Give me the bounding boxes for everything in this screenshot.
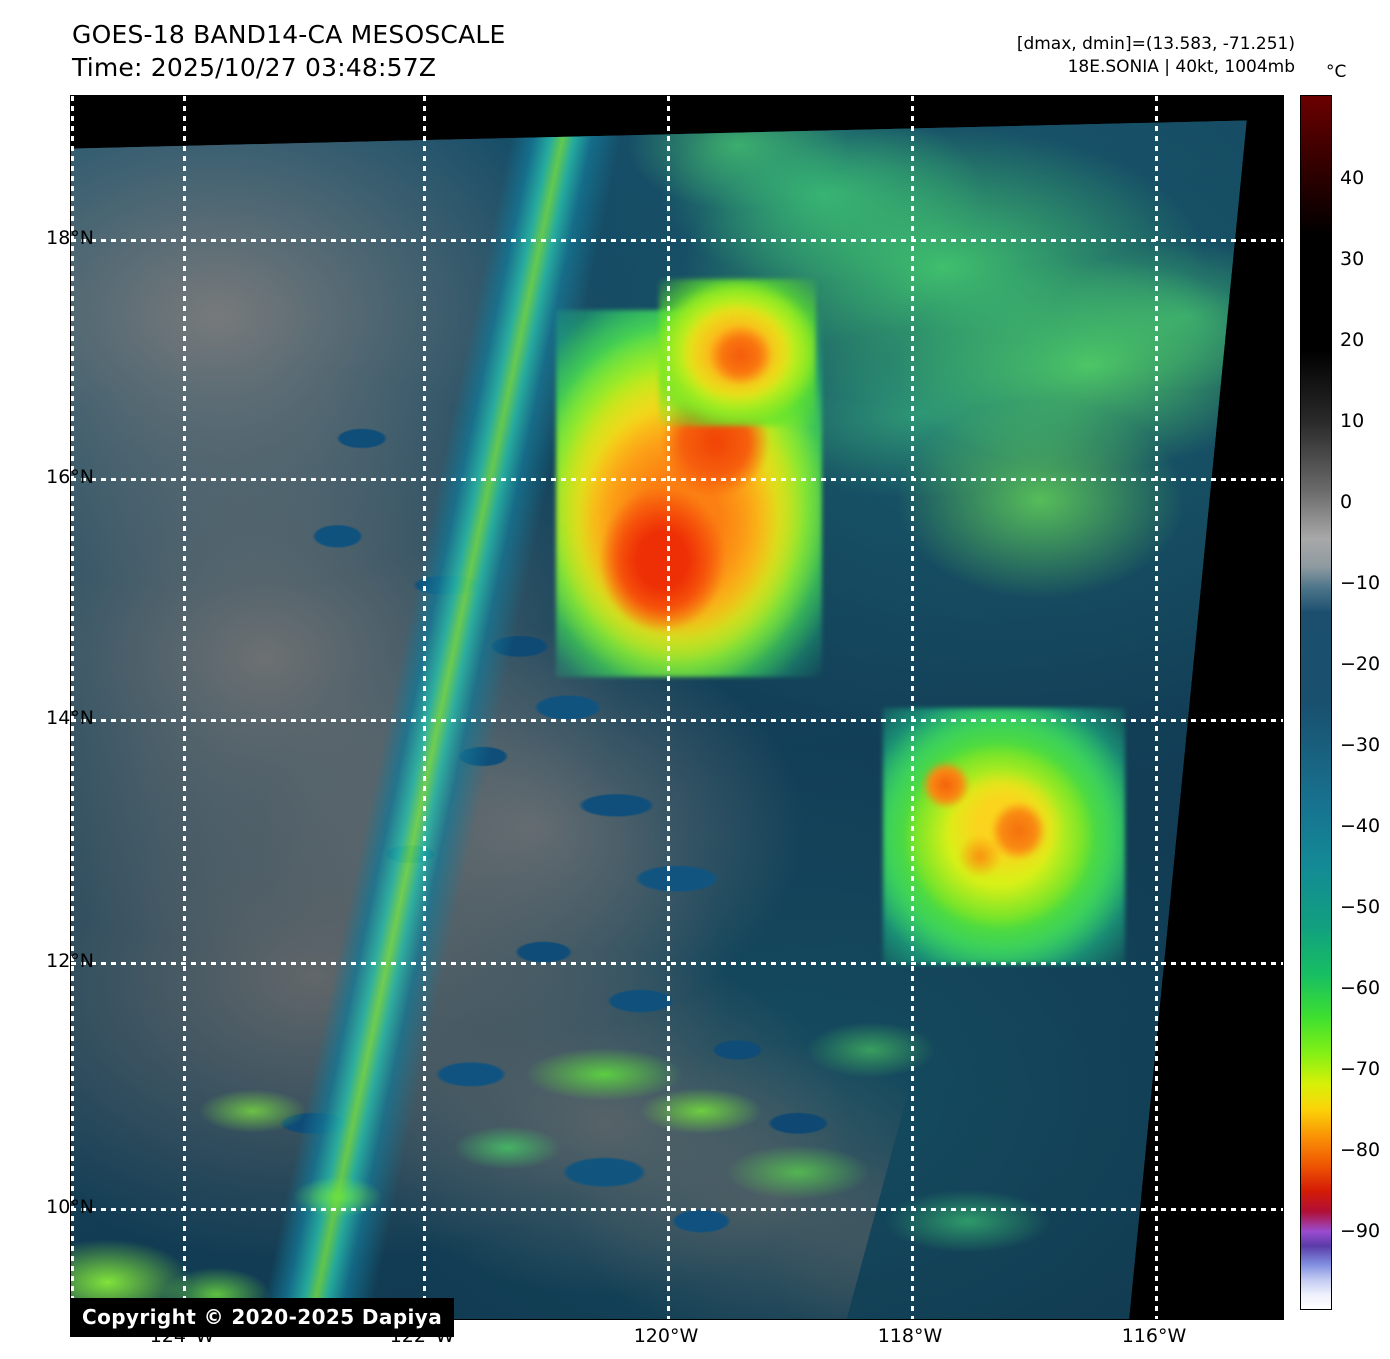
ytick-12N: 12°N	[46, 950, 94, 972]
cbtick-m80: −80	[1340, 1139, 1381, 1161]
cbtick-40: 40	[1340, 167, 1365, 189]
cbtick-m90: −90	[1340, 1220, 1381, 1242]
cbtick-10: 10	[1340, 410, 1365, 432]
ytick-14N: 14°N	[46, 707, 94, 729]
satellite-swath	[71, 120, 1247, 1319]
gridline-lon-122-pad	[71, 96, 74, 1319]
cbtick-m70: −70	[1340, 1058, 1381, 1080]
gridline-lon-116	[1155, 96, 1158, 1319]
storm-info-label: 18E.SONIA | 40kt, 1004mb	[1067, 57, 1295, 77]
colorbar-unit-label: °C	[1326, 62, 1347, 82]
gridline-lat-12	[71, 962, 1283, 965]
cbtick-m40: −40	[1340, 815, 1381, 837]
plot-inner	[71, 96, 1283, 1319]
cbtick-m30: −30	[1340, 734, 1381, 756]
xtick-118W: 118°W	[877, 1325, 943, 1347]
gridline-lat-16	[71, 478, 1283, 481]
title-block: GOES-18 BAND14-CA MESOSCALE Time: 2025/1…	[72, 18, 506, 84]
page-title: GOES-18 BAND14-CA MESOSCALE	[72, 20, 506, 49]
xtick-122W: 122°W	[389, 1325, 455, 1347]
cbtick-m60: −60	[1340, 977, 1381, 999]
cbtick-m20: −20	[1340, 653, 1381, 675]
xtick-124W: 124°W	[149, 1325, 215, 1347]
cbtick-m50: −50	[1340, 896, 1381, 918]
gridline-lat-18	[71, 239, 1283, 242]
cbtick-0: 0	[1340, 491, 1353, 513]
ytick-16N: 16°N	[46, 466, 94, 488]
gridline-lat-14	[71, 719, 1283, 722]
satellite-image-plot	[70, 95, 1284, 1320]
dmax-dmin-label: [dmax, dmin]=(13.583, -71.251)	[1016, 34, 1295, 54]
temperature-colorbar	[1300, 95, 1332, 1310]
cbtick-30: 30	[1340, 248, 1365, 270]
ytick-10N: 10°N	[46, 1196, 94, 1218]
gridline-lat-10	[71, 1208, 1283, 1211]
gridline-lon-118	[911, 96, 914, 1319]
timestamp-label: Time: 2025/10/27 03:48:57Z	[72, 53, 437, 82]
ytick-18N: 18°N	[46, 227, 94, 249]
xtick-120W: 120°W	[633, 1325, 699, 1347]
xtick-116W: 116°W	[1121, 1325, 1187, 1347]
copyright-banner: Copyright © 2020-2025 Dapiya	[70, 1298, 455, 1337]
cbtick-m10: −10	[1340, 572, 1381, 594]
cbtick-20: 20	[1340, 329, 1365, 351]
secondary-convective-cluster	[883, 707, 1126, 965]
northern-convective-lobe	[658, 279, 817, 427]
gridline-lon-120	[667, 96, 670, 1319]
metadata-block: [dmax, dmin]=(13.583, -71.251) 18E.SONIA…	[1017, 33, 1295, 79]
gridline-lon-122	[423, 96, 426, 1319]
gridline-lon-124	[183, 96, 186, 1319]
